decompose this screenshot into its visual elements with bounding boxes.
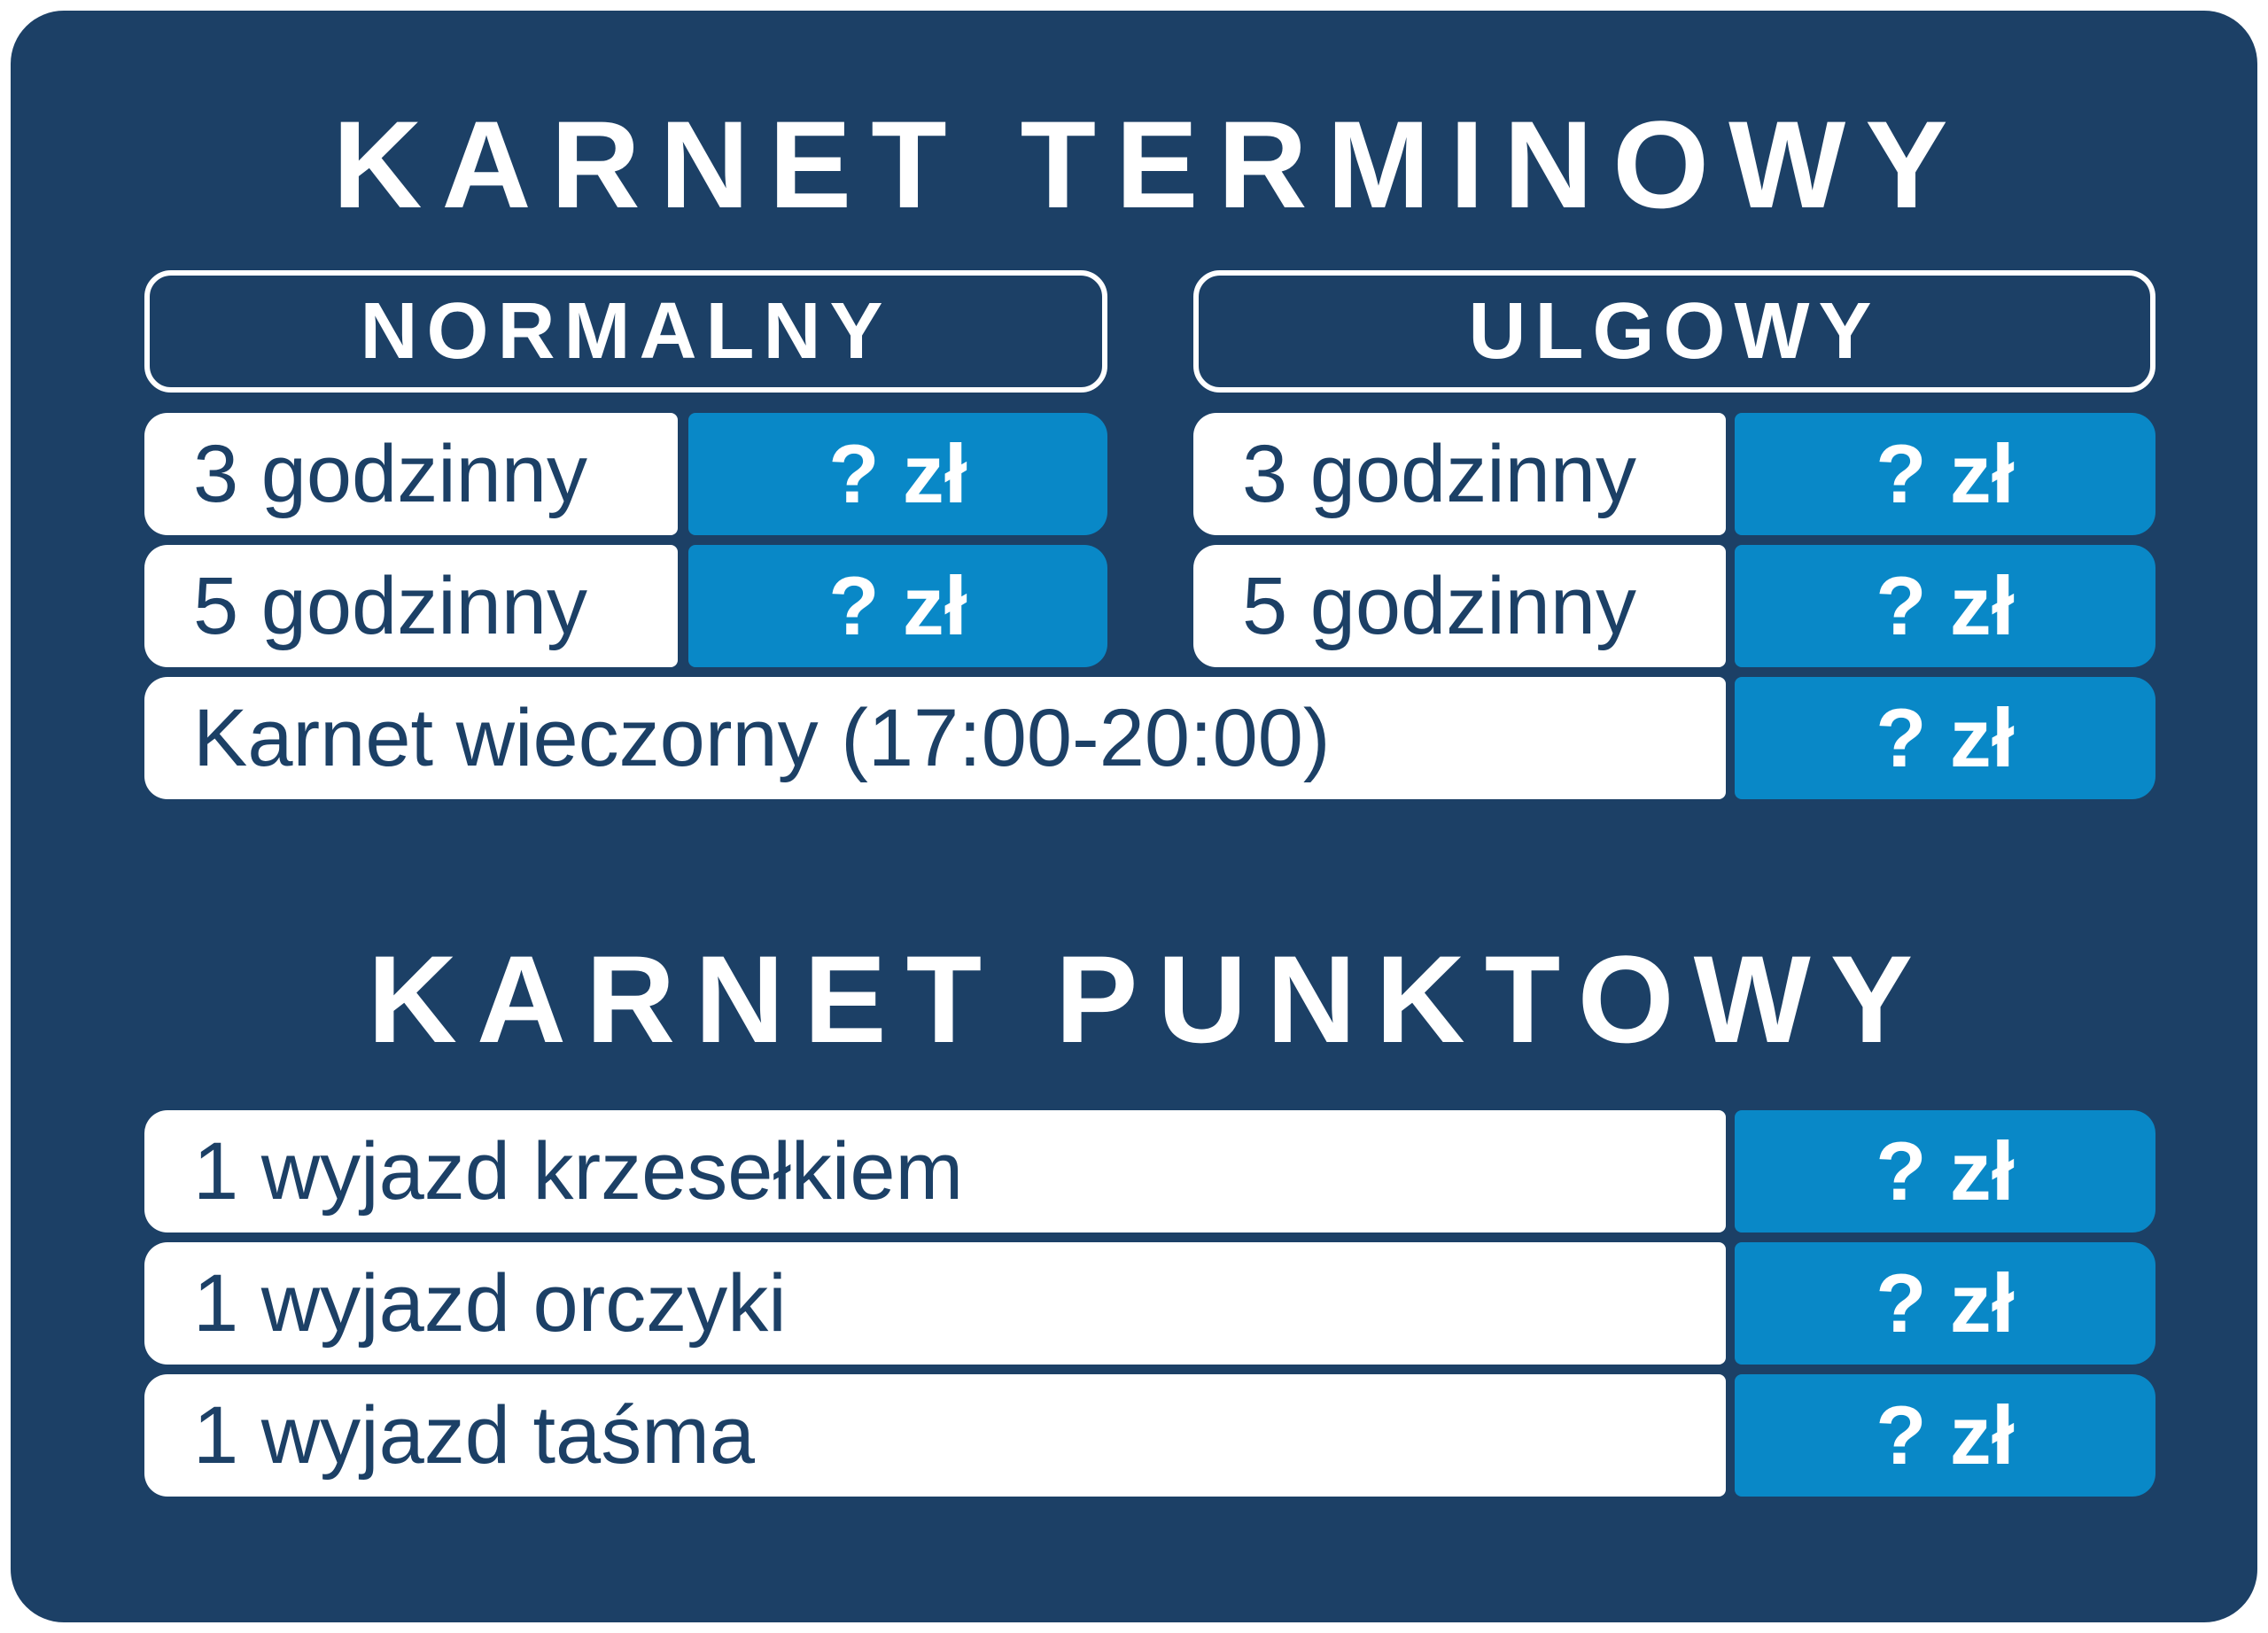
price-badge-ulgowy-5h: ? zł [1735, 545, 2155, 667]
section-title-punktowy: KARNET PUNKTOWY [367, 929, 1933, 1069]
punktowy-price-table: 1 wyjazd krzesełkiem ? zł 1 wyjazd orczy… [144, 1110, 2155, 1497]
row-label-normalny-3h: 3 godzinny [144, 413, 678, 535]
row-label-wyjazd-krzeselkiem: 1 wyjazd krzesełkiem [144, 1110, 1726, 1233]
price-badge-wyjazd-tasma: ? zł [1735, 1374, 2155, 1497]
price-badge-wyjazd-krzeselkiem: ? zł [1735, 1110, 2155, 1233]
price-badge-wyjazd-orczyki: ? zł [1735, 1242, 2155, 1365]
ticket-type-headers: NORMALNY ULGOWY [144, 270, 2155, 393]
row-label-ulgowy-3h: 3 godzinny [1193, 413, 1726, 535]
header-ulgowy: ULGOWY [1193, 270, 2155, 393]
row-label-normalny-5h: 5 godzinny [144, 545, 678, 667]
price-badge-normalny-3h: ? zł [688, 413, 1107, 535]
row-label-karnet-wieczorny: Karnet wieczorny (17:00-20:00) [144, 677, 1726, 799]
row-label-ulgowy-5h: 5 godzinny [1193, 545, 1726, 667]
price-list-card: KARNET TERMINOWY NORMALNY ULGOWY 3 godzi… [11, 11, 2257, 1622]
header-normalny: NORMALNY [144, 270, 1107, 393]
price-badge-ulgowy-3h: ? zł [1735, 413, 2155, 535]
price-badge-normalny-5h: ? zł [688, 545, 1107, 667]
terminowy-price-table: 3 godzinny ? zł 3 godzinny ? zł 5 godzin… [144, 413, 2155, 799]
row-label-wyjazd-orczyki: 1 wyjazd orczyki [144, 1242, 1726, 1365]
price-badge-karnet-wieczorny: ? zł [1735, 677, 2155, 799]
section-title-terminowy: KARNET TERMINOWY [332, 95, 1968, 234]
row-label-wyjazd-tasma: 1 wyjazd taśma [144, 1374, 1726, 1497]
